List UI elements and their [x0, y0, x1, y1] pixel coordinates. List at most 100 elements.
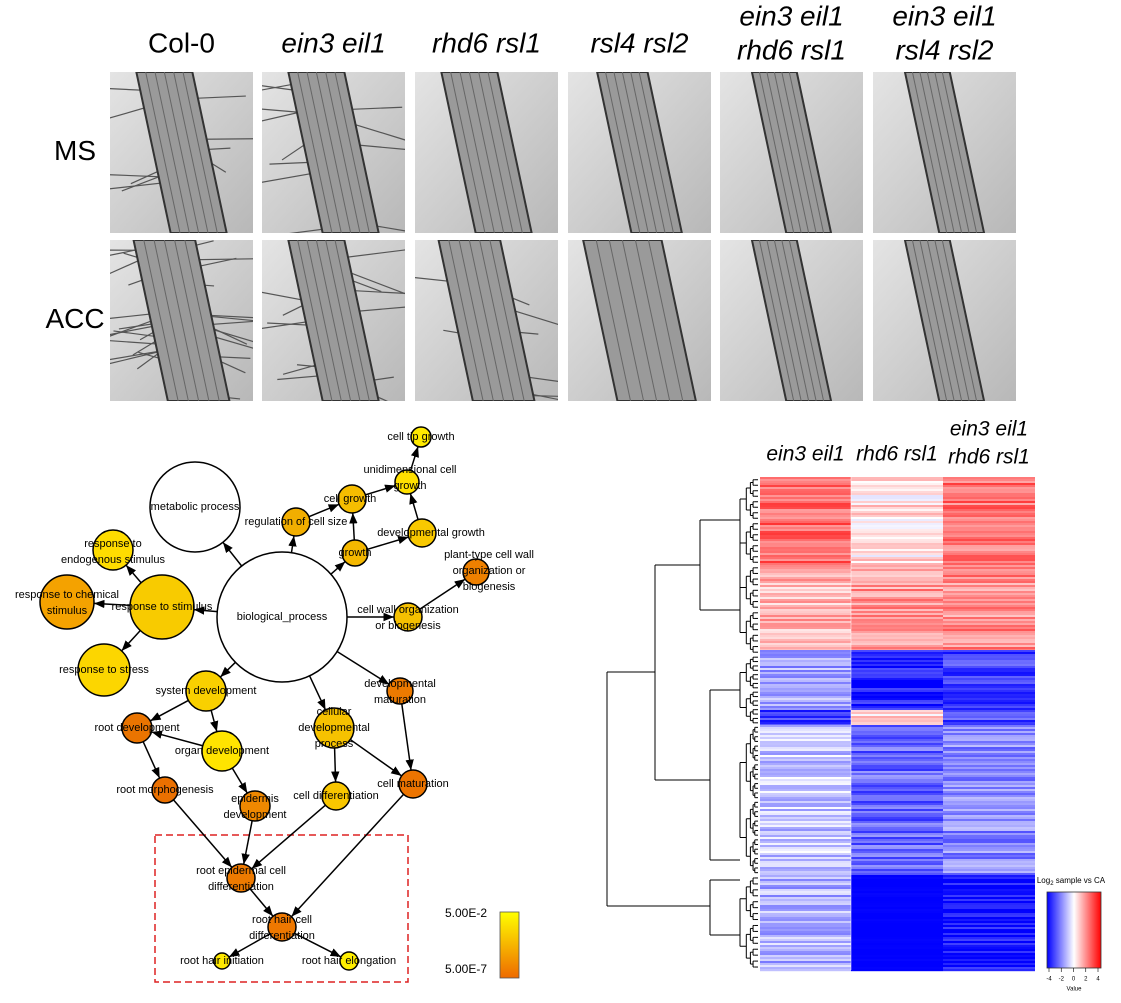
heatmap-row	[760, 573, 851, 576]
heatmap-row	[760, 943, 851, 946]
heatmap-row	[851, 769, 943, 772]
heatmap-row	[851, 875, 943, 878]
heatmap-row	[851, 917, 943, 920]
heatmap-row	[851, 535, 943, 538]
heatmap-row	[851, 741, 943, 744]
micrograph	[415, 240, 558, 401]
root-cell-file	[758, 240, 795, 401]
go-node-label: plant-type cell wall	[444, 549, 534, 561]
heatmap-row	[760, 783, 851, 786]
root-cell-file	[487, 72, 523, 233]
heatmap-row	[943, 955, 1035, 958]
heatmap-row	[943, 871, 1035, 874]
heatmap-row	[760, 767, 851, 770]
root-cell-file	[145, 72, 181, 233]
heatmap-row	[943, 666, 1035, 669]
heatmap-row	[851, 491, 943, 494]
heatmap-row	[943, 959, 1035, 962]
heatmap-row	[851, 969, 943, 972]
heatmap-row	[943, 877, 1035, 880]
heatmap-row	[851, 581, 943, 584]
heatmap-row	[851, 553, 943, 556]
heatmap-row	[943, 551, 1035, 554]
heatmap-row	[943, 933, 1035, 936]
root-cell-file	[143, 240, 179, 401]
heatmap-row	[851, 739, 943, 742]
heatmap-row	[760, 855, 851, 858]
micrograph	[568, 72, 711, 233]
heatmap-row	[760, 729, 851, 732]
heatmap-row	[851, 841, 943, 844]
heatmap-row	[760, 643, 851, 646]
heatmap-row	[943, 741, 1035, 744]
heatmap-row	[943, 811, 1035, 814]
go-node	[226, 863, 256, 893]
heatmap-row	[943, 951, 1035, 954]
heatmap-row	[943, 688, 1035, 691]
heatmap-row	[851, 563, 943, 566]
heatmap-row	[851, 694, 943, 697]
heatmap-row	[760, 720, 851, 723]
heatmap-row	[760, 797, 851, 800]
heatmap-row	[760, 629, 851, 632]
heatmap-row	[943, 696, 1035, 699]
heatmap-row	[943, 857, 1035, 860]
heatmap-row	[851, 698, 943, 701]
heatmap-row	[760, 579, 851, 582]
root-cell-file	[634, 240, 671, 401]
heatmap-row	[851, 957, 943, 960]
heatmap-row	[943, 909, 1035, 912]
go-node	[201, 730, 243, 772]
heatmap-row	[760, 619, 851, 622]
root-cell-file	[608, 240, 645, 401]
heatmap-row	[760, 937, 851, 940]
heatmap-row	[851, 865, 943, 868]
heatmap-row	[760, 895, 851, 898]
root-cell-file	[297, 72, 333, 233]
root-cell-file	[941, 72, 978, 233]
heatmap-row	[760, 553, 851, 556]
heatmap-row	[760, 945, 851, 948]
heatmap-row	[760, 633, 851, 636]
heatmap-row	[760, 485, 851, 488]
heatmap-row	[943, 635, 1035, 638]
heatmap-row	[851, 539, 943, 542]
heatmap-row	[851, 859, 943, 862]
heatmap-row	[760, 559, 851, 562]
heatmap-row	[943, 879, 1035, 882]
root-cell-file	[448, 240, 484, 401]
heatmap-row	[760, 561, 851, 564]
go-node-label: cell growth	[324, 493, 377, 505]
heatmap-row	[760, 755, 851, 758]
heatmap-row	[760, 775, 851, 778]
heatmap-row	[943, 643, 1035, 646]
heatmap-row	[943, 714, 1035, 717]
micrograph	[873, 72, 1016, 233]
heatmap-row	[760, 917, 851, 920]
root-cell-file	[182, 72, 218, 233]
heatmap-row	[851, 817, 943, 820]
heatmap-row	[760, 523, 851, 526]
heatmap-row	[943, 710, 1035, 713]
go-node-label: growth	[338, 547, 371, 559]
heatmap-row	[760, 501, 851, 504]
root-cell-file	[758, 72, 795, 233]
heatmap-row	[760, 749, 851, 752]
heatmap-row	[760, 961, 851, 964]
heatmap-row	[760, 837, 851, 840]
heatmap-row	[851, 656, 943, 659]
heatmap-row	[943, 641, 1035, 644]
heatmap-row	[851, 551, 943, 554]
heatmap-row	[851, 903, 943, 906]
heatmap-row	[851, 939, 943, 942]
heatmap-row	[943, 527, 1035, 530]
heatmap-row	[851, 879, 943, 882]
heatmap-row	[760, 499, 851, 502]
heatmap-row	[851, 603, 943, 606]
color-key	[1046, 891, 1102, 969]
root-cell-file	[919, 72, 955, 233]
heatmap-row	[760, 799, 851, 802]
heatmap-row	[943, 943, 1035, 946]
go-node-label: response to	[84, 538, 141, 550]
